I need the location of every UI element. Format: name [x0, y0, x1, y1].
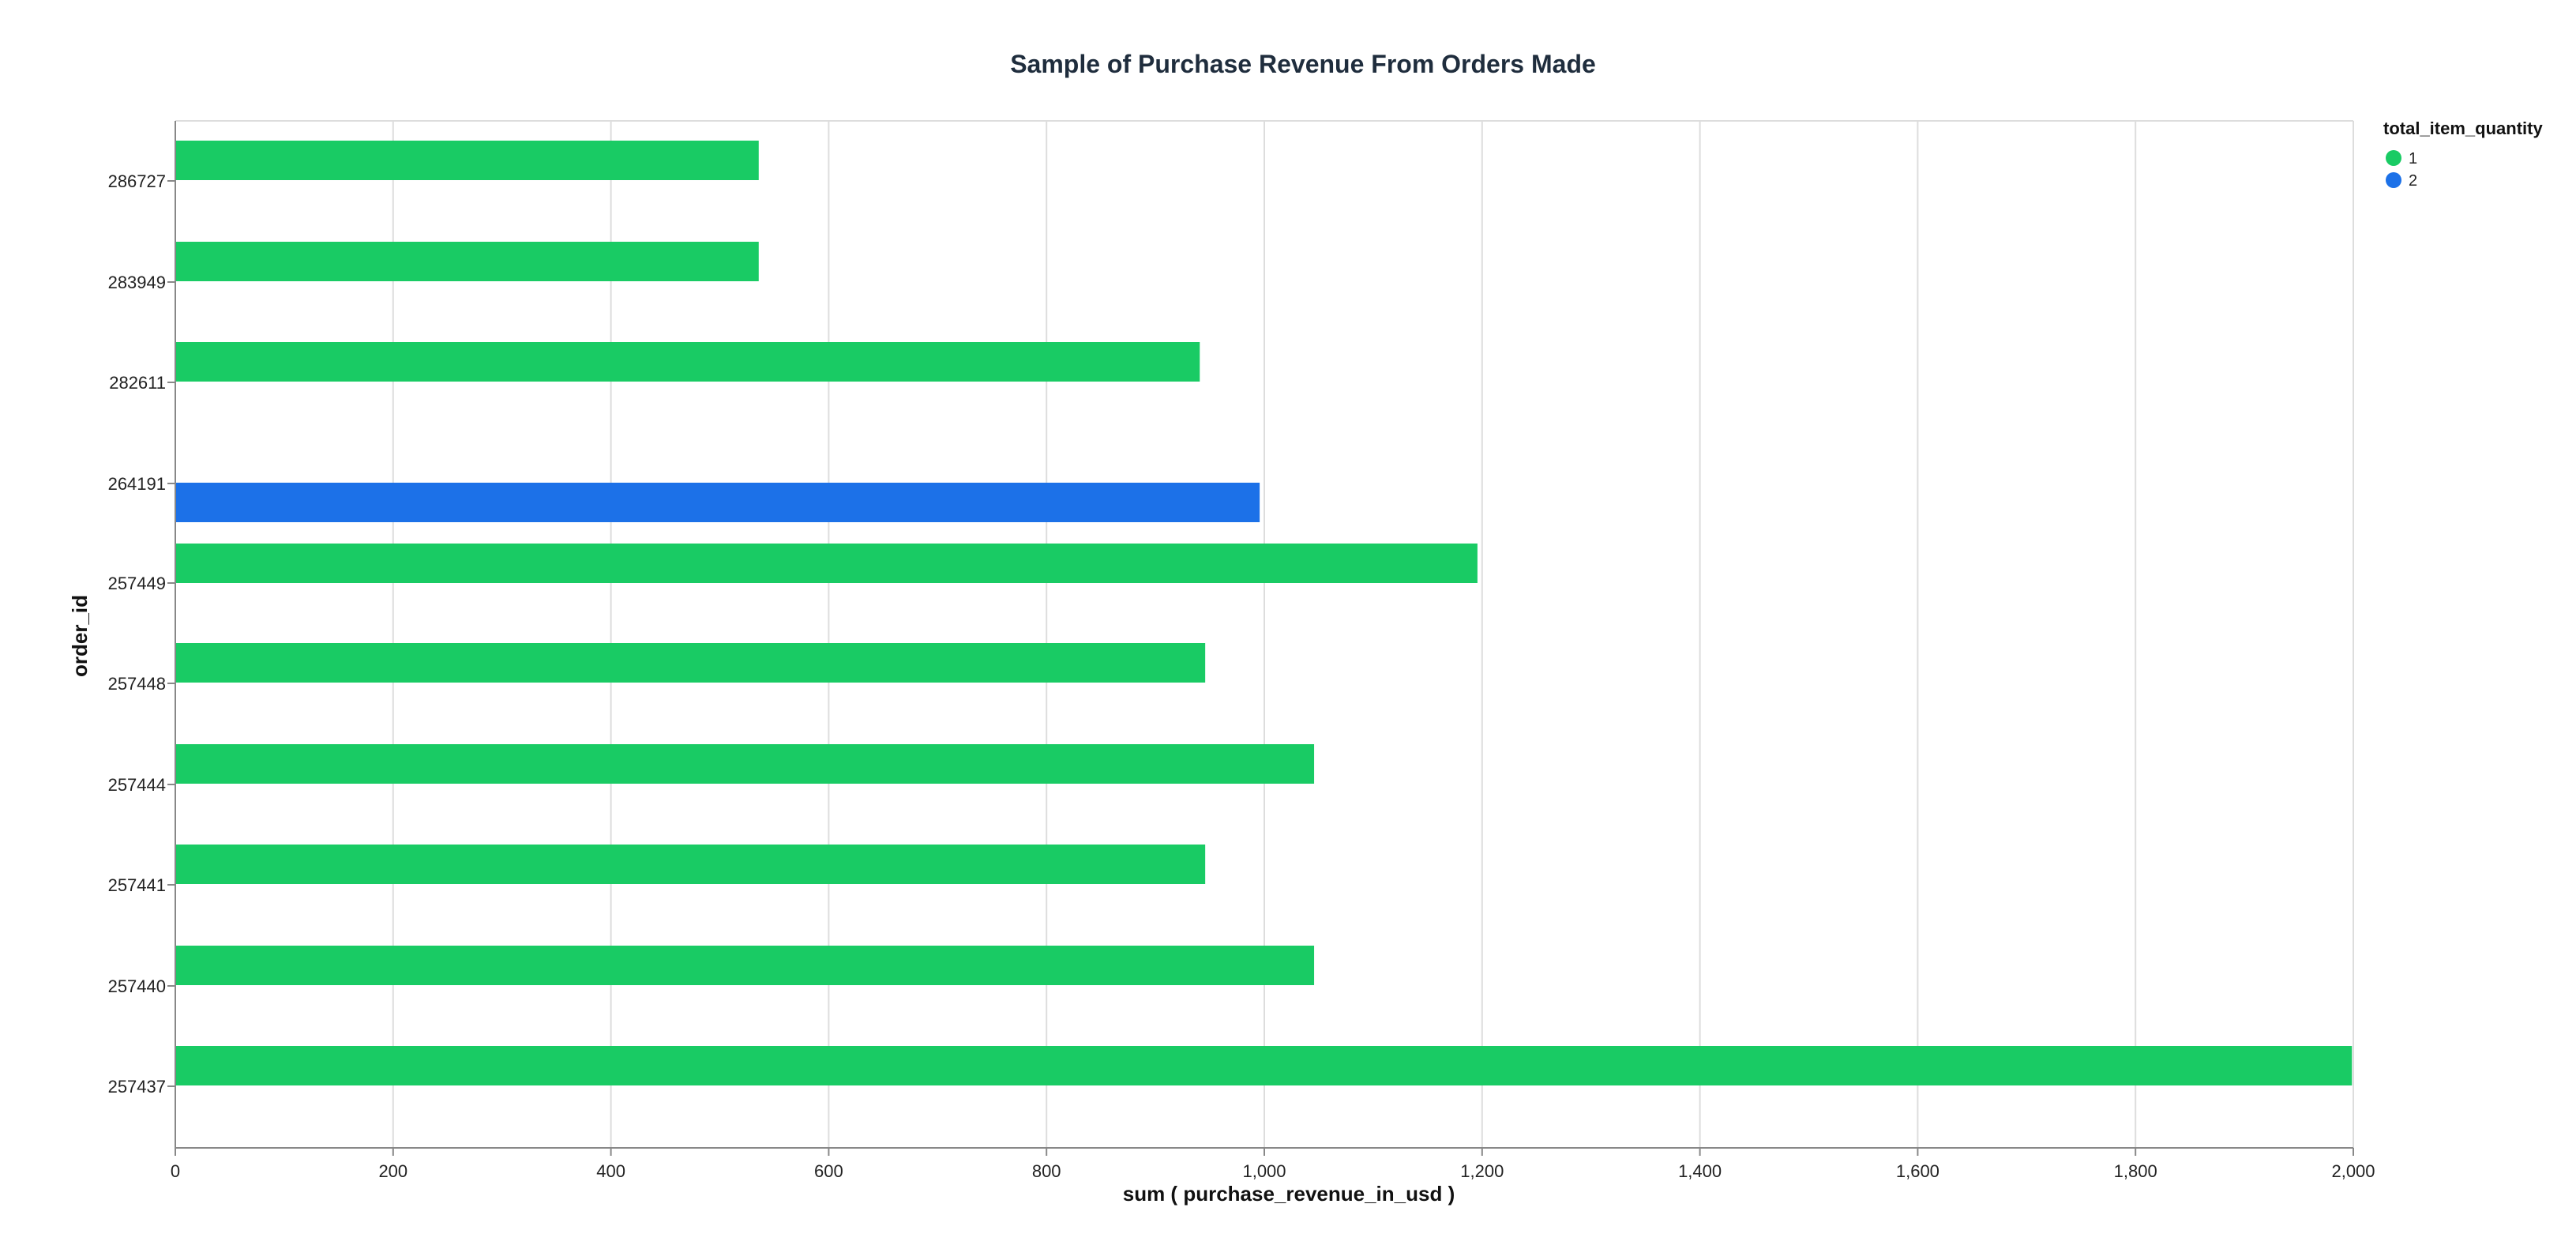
legend: total_item_quantity 1 2	[2383, 119, 2543, 190]
bars	[176, 141, 2353, 1085]
y-tick-label: 283949	[108, 273, 166, 292]
bar-257444	[176, 744, 1315, 784]
bar-257449	[176, 544, 1478, 583]
x-tick-label: 1,200	[1460, 1161, 1504, 1181]
legend-swatch-2	[2386, 172, 2401, 188]
x-tick-label: 1,000	[1242, 1161, 1286, 1181]
bar-257448	[176, 643, 1206, 683]
y-tick-label: 257440	[108, 976, 166, 996]
legend-label-1: 1	[2409, 150, 2417, 167]
chart-title: Sample of Purchase Revenue From Orders M…	[1010, 50, 1596, 78]
y-tick-label: 257444	[108, 775, 166, 795]
y-tick-label: 264191	[108, 474, 166, 494]
x-tick-label: 2,000	[2331, 1161, 2375, 1181]
y-tick-label: 257449	[108, 574, 166, 593]
x-tick-label: 1,600	[1896, 1161, 1940, 1181]
x-tick-label: 200	[378, 1161, 407, 1181]
bar-282611	[176, 342, 1200, 382]
y-tick-label: 286727	[108, 171, 166, 191]
legend-title: total_item_quantity	[2383, 119, 2543, 138]
y-tick-label: 257448	[108, 674, 166, 694]
x-tick-label: 0	[171, 1161, 180, 1181]
legend-label-2: 2	[2409, 172, 2417, 190]
bar-257437	[176, 1046, 2353, 1085]
y-axis-title: order_id	[68, 595, 92, 677]
axes: 0 200 400 600 800 1,000 1,200 1,400 1,600 1,800 2,…	[108, 121, 2375, 1181]
bar-257440	[176, 946, 1315, 985]
legend-swatch-1	[2386, 150, 2401, 166]
bar-264191	[176, 483, 1260, 522]
bar-286727	[176, 141, 759, 180]
bar-257441	[176, 845, 1206, 884]
bar-283949	[176, 242, 759, 281]
x-axis-title: sum ( purchase_revenue_in_usd )	[1123, 1182, 1455, 1206]
x-tick-label: 1,800	[2114, 1161, 2157, 1181]
x-tick-label: 1,400	[1678, 1161, 1722, 1181]
y-tick-label: 282611	[109, 373, 166, 393]
x-tick-label: 400	[596, 1161, 625, 1181]
gridlines	[175, 120, 2354, 1148]
x-tick-label: 600	[814, 1161, 843, 1181]
x-tick-label: 800	[1032, 1161, 1061, 1181]
y-tick-label: 257437	[108, 1077, 166, 1097]
y-tick-label: 257441	[108, 875, 166, 895]
